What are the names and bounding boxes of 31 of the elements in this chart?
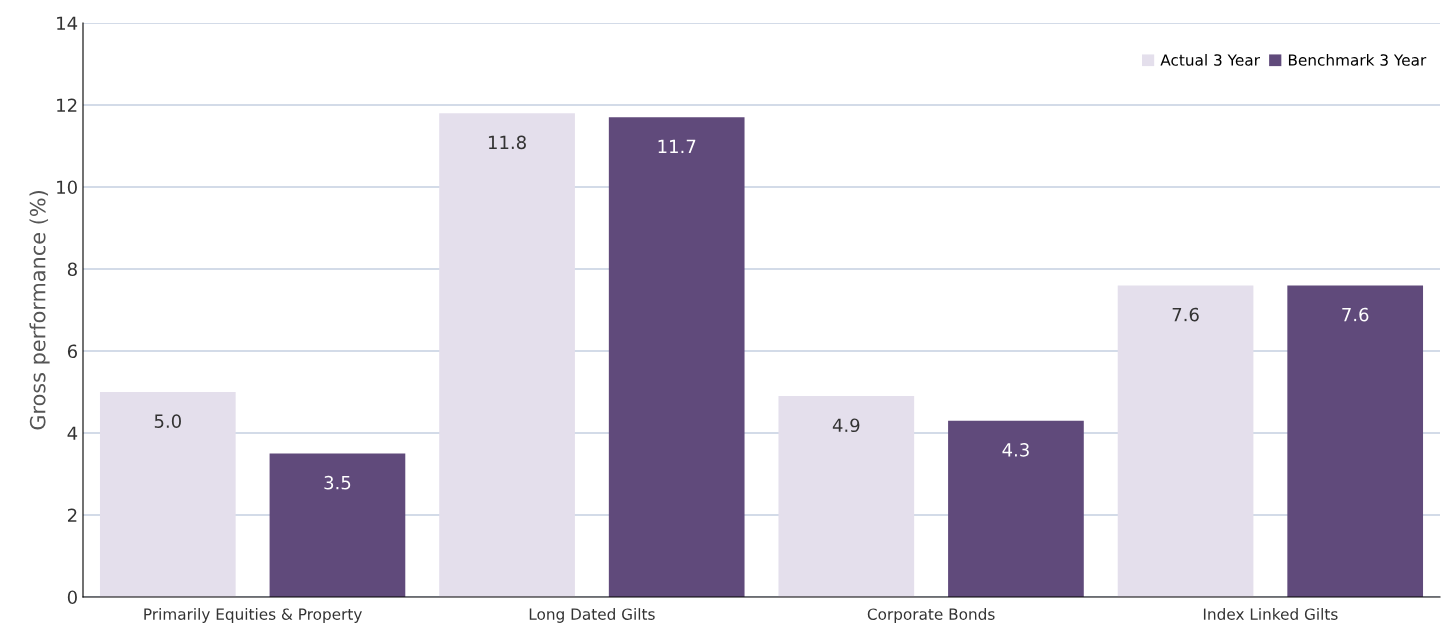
bar bbox=[99, 392, 236, 597]
bar bbox=[269, 453, 406, 597]
bar bbox=[778, 396, 915, 597]
bar bbox=[1287, 285, 1424, 597]
y-tick-label: 4 bbox=[67, 426, 78, 440]
y-tick-label: 8 bbox=[67, 262, 77, 277]
x-tick-label: Primarily Equities & Property bbox=[144, 608, 362, 623]
y-tick-label: 12 bbox=[57, 98, 77, 112]
data-label: 7.6 bbox=[1172, 307, 1199, 322]
legend-label: Actual 3 Year bbox=[1160, 53, 1260, 66]
data-label: 4.9 bbox=[832, 418, 860, 433]
data-label: 4.3 bbox=[1002, 443, 1029, 457]
x-tick-label: Long Dated Gilts bbox=[529, 608, 655, 623]
data-label: 11.8 bbox=[488, 135, 526, 150]
y-tick-label: 0 bbox=[67, 590, 77, 605]
data-label: 3.5 bbox=[324, 475, 351, 490]
bar bbox=[1117, 285, 1254, 597]
data-label: 5.0 bbox=[154, 414, 181, 428]
bar bbox=[439, 113, 575, 597]
y-axis-title: Gross performance (%) bbox=[29, 191, 50, 430]
legend-label: Benchmark 3 Year bbox=[1288, 53, 1427, 66]
x-tick-label: Corporate Bonds bbox=[867, 608, 995, 623]
y-tick-label: 2 bbox=[67, 508, 77, 522]
data-label: 7.6 bbox=[1342, 307, 1369, 322]
bar bbox=[948, 420, 1084, 597]
y-tick-label: 10 bbox=[57, 180, 77, 195]
data-label: 11.7 bbox=[658, 139, 696, 154]
y-tick-label: 14 bbox=[57, 16, 78, 30]
y-tick-label: 6 bbox=[67, 344, 77, 359]
x-tick-label: Index Linked Gilts bbox=[1203, 608, 1338, 620]
bar bbox=[608, 117, 745, 597]
